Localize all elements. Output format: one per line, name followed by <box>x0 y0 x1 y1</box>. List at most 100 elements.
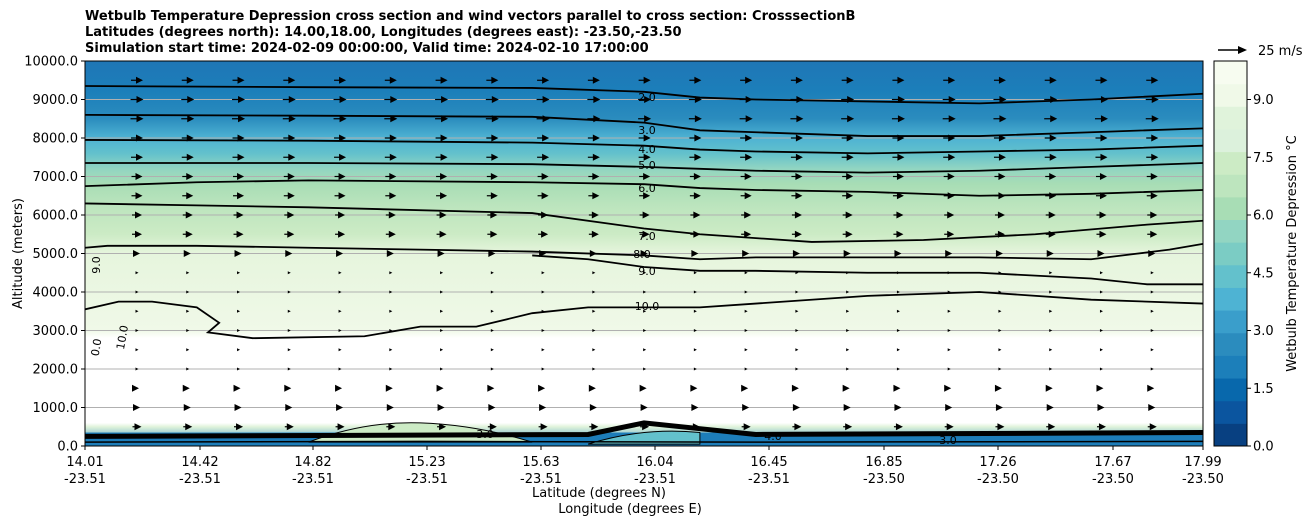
wind-vector <box>944 384 952 392</box>
wind-vector <box>947 290 951 294</box>
wind-vector <box>638 153 651 161</box>
wind-vector-head <box>693 271 697 275</box>
wind-vector <box>693 271 697 275</box>
wind-vector <box>186 348 190 352</box>
wind-vector-head <box>845 423 853 431</box>
wind-vector-head <box>541 290 545 294</box>
wind-vector <box>436 384 444 392</box>
wind-vector-head <box>948 134 956 142</box>
wind-vector <box>592 309 596 313</box>
wind-vector-head <box>846 134 854 142</box>
colorbar-band <box>1214 310 1247 334</box>
wind-vector <box>486 153 499 161</box>
wind-vector-head <box>694 115 702 123</box>
wind-vector <box>232 76 245 84</box>
wind-vector-head <box>795 76 803 84</box>
wind-vector-head <box>136 96 144 103</box>
x-tick-label-lon: -23.50 <box>1182 472 1224 487</box>
wind-vector-head <box>389 329 393 332</box>
wind-vector <box>334 153 347 161</box>
wind-vector-head <box>237 134 245 142</box>
wind-vector-head <box>1048 423 1056 431</box>
wind-vector <box>232 134 245 142</box>
contour-line <box>85 242 1203 261</box>
wind-vector <box>186 290 190 294</box>
wind-vector <box>440 348 444 352</box>
wind-vector-head <box>439 211 447 219</box>
wind-vector <box>389 348 393 352</box>
wind-vector-head <box>335 384 343 392</box>
wind-vector-head <box>1150 309 1154 313</box>
wind-vector-head <box>1150 367 1154 371</box>
wind-vector <box>181 96 195 103</box>
wind-vector-head <box>186 134 194 142</box>
wind-vector <box>333 115 347 123</box>
wind-vector <box>384 134 397 142</box>
wind-vector-head <box>643 192 651 200</box>
wind-vector <box>384 153 397 161</box>
wind-vector-head <box>389 309 393 313</box>
contour-line <box>85 179 1203 197</box>
wind-vector <box>744 309 748 313</box>
wind-vector-head <box>948 96 956 103</box>
wind-vector <box>490 367 494 371</box>
wind-vector-head <box>287 173 295 180</box>
wind-vector-head <box>1099 271 1103 275</box>
wind-vector-head <box>541 173 549 180</box>
wind-vector-head <box>948 115 956 123</box>
wind-vector-head <box>135 290 139 294</box>
wind-vector <box>693 309 697 313</box>
wind-vector <box>389 271 393 275</box>
wind-vector-head <box>593 96 601 103</box>
wind-vector <box>740 153 753 161</box>
wind-vector-head <box>998 134 1006 142</box>
wind-vector-head <box>338 290 342 294</box>
wind-vector <box>487 230 498 238</box>
wind-vector <box>487 384 495 392</box>
wind-vector-head <box>1150 329 1154 332</box>
wind-vector-head <box>691 404 699 411</box>
wind-vector-head <box>288 115 296 123</box>
x-tick-label-lon: -23.50 <box>977 472 1019 487</box>
wind-vector <box>186 309 190 313</box>
wind-vector-head <box>389 192 397 200</box>
wind-vector-head <box>1151 134 1159 142</box>
wind-vector-head <box>135 309 139 313</box>
wind-vector-head <box>843 404 851 411</box>
x-tick-label-lon: -23.51 <box>406 472 448 487</box>
wind-vector <box>436 230 447 238</box>
wind-vector-head <box>1049 367 1053 371</box>
wind-vector <box>384 115 398 123</box>
wind-vector-head <box>389 134 397 142</box>
wind-vector <box>1099 329 1103 332</box>
wind-vector-head <box>1150 348 1154 352</box>
wind-vector <box>284 230 295 238</box>
wind-vector <box>389 290 393 294</box>
wind-vector <box>1046 404 1054 411</box>
wind-vector-head <box>236 211 244 219</box>
wind-vector <box>592 348 596 352</box>
wind-vector <box>998 329 1002 332</box>
wind-vector <box>181 115 195 123</box>
wind-vector <box>237 271 241 275</box>
wind-vector-head <box>998 348 1002 352</box>
wind-vector <box>841 115 855 123</box>
wind-vector <box>386 423 396 431</box>
wind-vector-head <box>187 115 195 123</box>
wind-vector-head <box>287 271 291 275</box>
wind-vector-head <box>440 367 444 371</box>
wind-vector-head <box>947 173 955 180</box>
wind-vector-head <box>592 309 596 313</box>
wind-vector <box>587 96 601 103</box>
wind-vector <box>338 271 342 275</box>
wind-vector <box>541 329 545 332</box>
wind-vector-head <box>845 230 853 238</box>
wind-vector-head <box>642 230 650 238</box>
wind-vector-head <box>1096 384 1104 392</box>
wind-vector-head <box>490 348 494 352</box>
wind-vector <box>1099 367 1103 371</box>
wind-vector-head <box>948 153 956 161</box>
wind-vector <box>638 115 652 123</box>
contour-line <box>85 291 1203 340</box>
wind-vector <box>436 192 448 200</box>
